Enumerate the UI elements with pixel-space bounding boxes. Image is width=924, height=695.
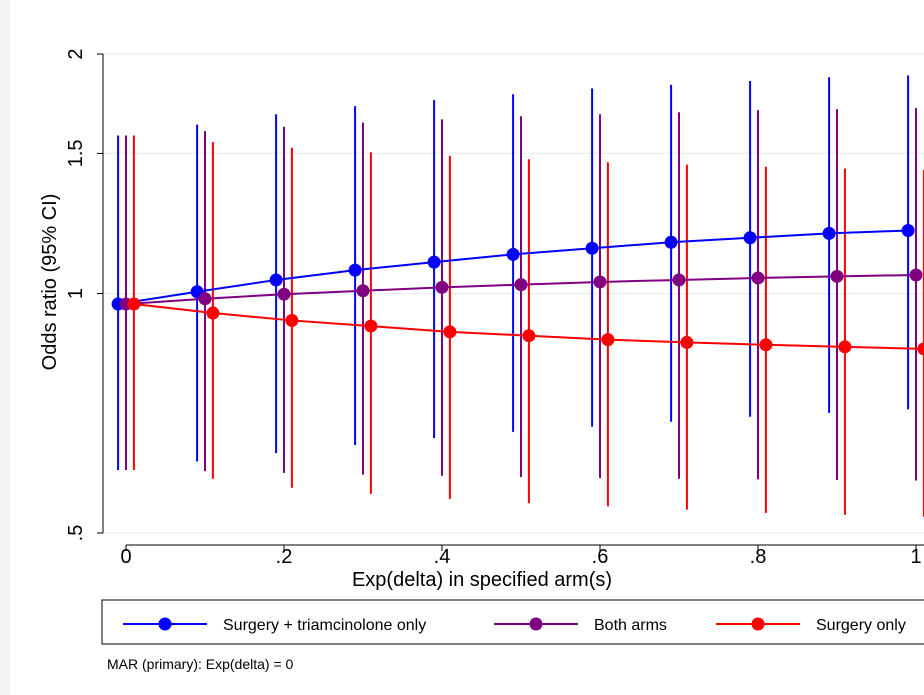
x-tick-label: 0 [120,546,131,568]
data-point [198,292,212,306]
data-point [672,273,686,287]
data-point [364,319,378,333]
x-tick-label: 1 [910,546,921,568]
x-tick-label: .2 [276,546,293,568]
data-point [680,335,694,349]
data-point [269,273,283,287]
data-point [514,278,528,292]
data-point [759,338,773,352]
data-point [601,333,615,347]
y-tick-label: .5 [65,525,87,542]
data-point [506,247,520,261]
data-point [664,235,678,249]
data-point [127,297,141,311]
legend-marker [158,617,172,631]
y-tick-label: 1.5 [65,139,87,167]
data-point [356,284,370,298]
data-point [743,231,757,245]
legend-label: Surgery + triamcinolone only [223,617,426,634]
x-tick-label: .4 [434,546,451,568]
data-point [348,263,362,277]
data-point [427,255,441,269]
data-point [443,325,457,339]
x-axis-title: Exp(delta) in specified arm(s) [352,569,612,591]
footnote: MAR (primary): Exp(delta) = 0 [107,656,294,672]
left-margin-band [0,0,10,695]
legend-marker [751,617,765,631]
y-tick-label: 1 [65,288,87,299]
legend-box [101,599,924,645]
data-point [285,313,299,327]
data-point [838,340,852,354]
data-point [522,329,536,343]
data-point [909,268,923,282]
data-point [206,306,220,320]
series-points [111,224,924,356]
legend-label: Surgery only [816,617,906,634]
data-point [751,271,765,285]
data-point [901,224,915,238]
legend-label: Both arms [594,617,667,634]
legend-marker [529,617,543,631]
data-point [435,280,449,294]
data-point [917,342,924,356]
data-point [822,226,836,240]
legend: Surgery + triamcinolone only Both arms Sur… [101,599,924,645]
x-tick-label: .8 [750,546,767,568]
legend-items: Surgery + triamcinolone only Both arms Sur… [123,617,906,634]
data-point [830,269,844,283]
y-axis-title: Odds ratio (95% CI) [39,194,61,371]
data-point [277,287,291,301]
data-point [593,275,607,289]
y-tick-label: 2 [65,48,87,59]
data-point [585,241,599,255]
tick-labels: .5 1 1.5 2 0 .2 .4 .6 .8 1 [65,48,922,568]
x-tick-label: .6 [592,546,609,568]
